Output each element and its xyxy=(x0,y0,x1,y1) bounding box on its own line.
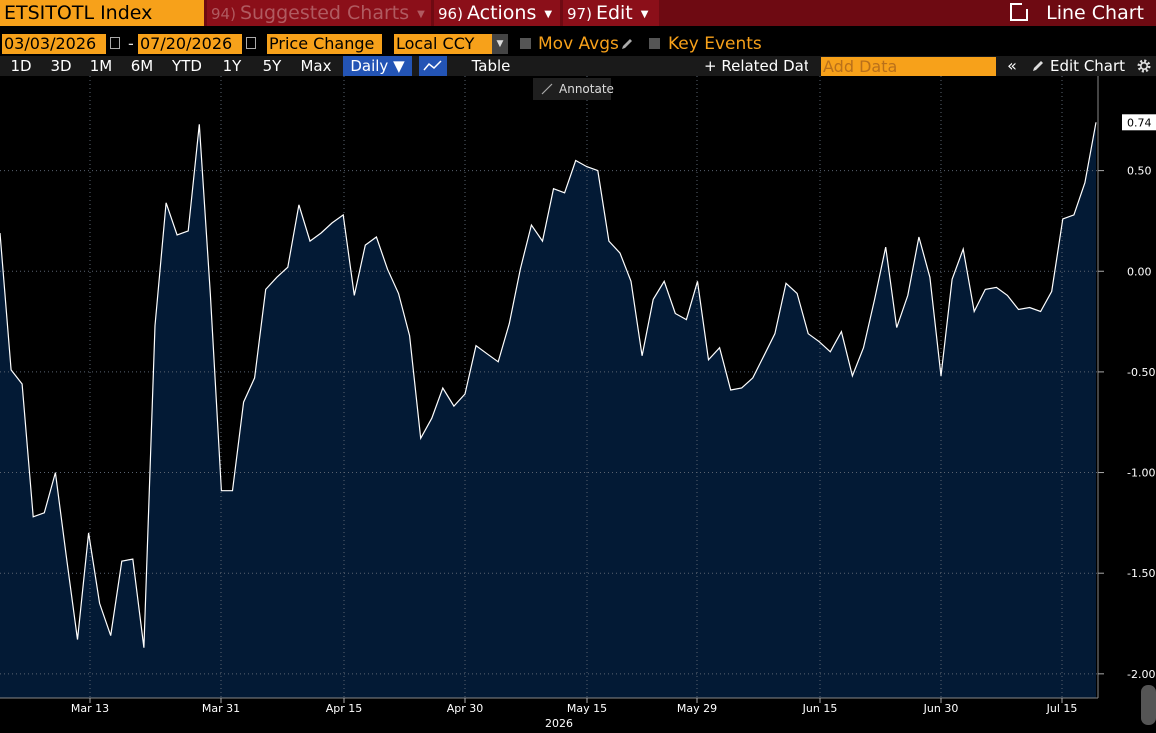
chevron-down-icon[interactable]: ▼ xyxy=(492,34,508,54)
currency-select[interactable]: Local CCY xyxy=(394,34,492,54)
key-events-checkbox[interactable] xyxy=(649,38,660,49)
x-tick-label: Mar 13 xyxy=(71,702,109,715)
last-value-label: 0.74 xyxy=(1127,116,1152,129)
external-link-icon xyxy=(1010,1,1031,21)
line-chart-icon[interactable] xyxy=(419,56,447,76)
line-chart-button[interactable]: Line Chart xyxy=(1010,0,1144,26)
calendar-icon[interactable] xyxy=(246,37,256,49)
period-5y[interactable]: 5Y xyxy=(262,57,282,75)
suggested-charts-menu[interactable]: 94) Suggested Charts ▼ xyxy=(207,0,431,26)
annotate-button[interactable]: Annotate xyxy=(533,78,614,100)
menu-label: Edit xyxy=(595,2,633,24)
pencil-icon xyxy=(1033,61,1043,71)
calendar-icon[interactable] xyxy=(110,37,120,49)
menu-number: 94) xyxy=(211,5,236,23)
chart-type-label: Line Chart xyxy=(1046,2,1144,24)
x-tick-label: Apr 30 xyxy=(447,702,484,715)
y-tick-label: -0.50 xyxy=(1127,366,1155,379)
y-tick-label: 0.50 xyxy=(1127,165,1152,178)
period-max[interactable]: Max xyxy=(300,57,332,75)
end-date-field[interactable]: 07/20/2026 xyxy=(138,34,242,54)
frequency-select[interactable]: Daily ▼ xyxy=(343,56,412,76)
y-tick-label: 0.00 xyxy=(1127,265,1152,278)
x-axis-panel xyxy=(0,698,1098,733)
menu-label: Actions xyxy=(466,2,537,24)
last-value-box xyxy=(1122,114,1156,131)
mov-avgs-checkbox[interactable] xyxy=(520,38,531,49)
series-area xyxy=(0,122,1096,699)
x-tick-label: Jun 15 xyxy=(802,702,838,715)
x-tick-label: May 15 xyxy=(567,702,607,715)
menu-label: Suggested Charts xyxy=(239,2,410,24)
period-1m[interactable]: 1M xyxy=(89,57,113,75)
collapse-icon[interactable]: « xyxy=(1007,56,1017,75)
period-ytd[interactable]: YTD xyxy=(172,57,202,75)
add-data-input[interactable]: Add Data xyxy=(821,57,996,76)
chevron-down-icon: ▼ xyxy=(640,9,649,20)
price-change-chart[interactable]: 0.50 0.00 -0.50 -1.00 -1.50 -2.00 0.74 Mar 13 Ma… xyxy=(0,76,1156,733)
y-tick-label: -2.00 xyxy=(1127,668,1155,681)
key-events-label: Key Events xyxy=(668,34,762,54)
x-tick-label: Apr 15 xyxy=(326,702,363,715)
period-1d[interactable]: 1D xyxy=(10,57,32,75)
x-tick-label: Mar 31 xyxy=(202,702,240,715)
x-tick-label: May 29 xyxy=(677,702,717,715)
menu-number: 97) xyxy=(567,5,592,23)
edit-menu[interactable]: 97) Edit ▼ xyxy=(563,0,659,26)
start-date-field[interactable]: 03/03/2026 xyxy=(2,34,106,54)
year-label: 2026 xyxy=(545,717,573,730)
related-data-button[interactable]: + Related Data xyxy=(704,57,808,75)
date-separator: - xyxy=(128,34,134,53)
period-6m[interactable]: 6M xyxy=(130,57,154,75)
mov-avgs-label: Mov Avgs xyxy=(538,34,619,54)
y-axis-panel xyxy=(1098,76,1156,733)
menu-number: 96) xyxy=(438,5,463,23)
period-1y[interactable]: 1Y xyxy=(222,57,242,75)
x-tick-label: Jun 30 xyxy=(923,702,959,715)
x-tick-label: Jul 15 xyxy=(1046,702,1078,715)
table-button[interactable]: Table xyxy=(471,57,511,75)
pencil-icon xyxy=(541,83,553,95)
mode-select[interactable]: Price Change xyxy=(267,34,382,54)
y-tick-label: -1.00 xyxy=(1127,467,1155,480)
edit-chart-button[interactable]: Edit Chart xyxy=(1050,57,1126,75)
period-3d[interactable]: 3D xyxy=(50,57,72,75)
y-tick-label: -1.50 xyxy=(1127,567,1155,580)
gear-icon[interactable] xyxy=(1136,58,1152,74)
chevron-down-icon: ▼ xyxy=(417,9,425,20)
scroll-handle xyxy=(1141,685,1156,725)
chevron-down-icon: ▼ xyxy=(544,9,553,20)
series-line xyxy=(0,122,1097,648)
pencil-icon[interactable] xyxy=(620,37,634,51)
ticker-field[interactable]: ETSITOTL Index xyxy=(0,0,204,26)
actions-menu[interactable]: 96) Actions ▼ xyxy=(434,0,560,26)
annotate-label: Annotate xyxy=(559,82,614,96)
